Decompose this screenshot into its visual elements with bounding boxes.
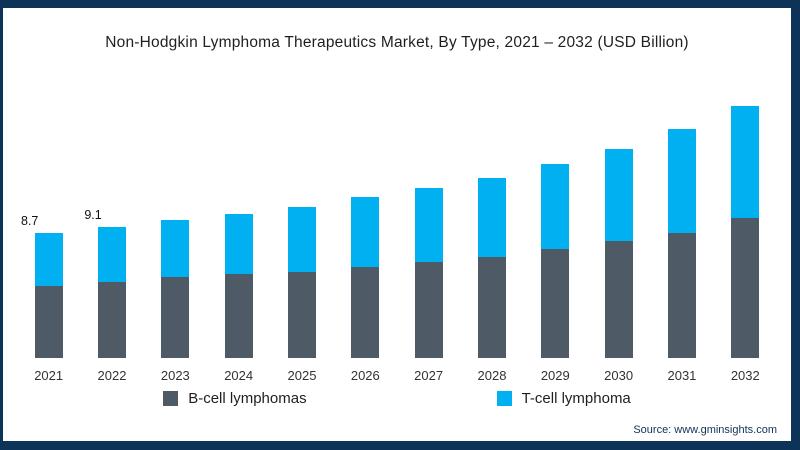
bar-segment-t-cell: [731, 106, 760, 219]
bar-segment-t-cell: [224, 214, 253, 275]
bar-segment-b-cell: [224, 274, 253, 358]
bar-2029: [541, 163, 570, 358]
bars-row: 8.7 9.1: [17, 86, 777, 358]
bar-column-2027: [397, 86, 460, 358]
bar-segment-t-cell: [287, 206, 316, 272]
bar-2032: [731, 106, 760, 358]
bar-segment-b-cell: [604, 241, 633, 358]
bar-2025: [287, 206, 316, 358]
bar-2028: [477, 178, 506, 358]
bar-2030: [604, 149, 633, 358]
x-axis-label-2025: 2025: [287, 368, 317, 383]
bar-2031: [667, 129, 696, 358]
bar-column-2032: [714, 86, 777, 358]
bar-column-2025: [270, 86, 333, 358]
bar-segment-t-cell: [34, 232, 63, 286]
legend-swatch-b-cell: [163, 391, 179, 406]
bar-segment-t-cell: [604, 149, 633, 242]
x-axis-label-2023: 2023: [160, 368, 190, 383]
bar-segment-t-cell: [667, 129, 696, 233]
bar-segment-b-cell: [731, 218, 760, 358]
bar-2027: [414, 188, 443, 358]
bar-segment-b-cell: [161, 277, 190, 358]
bar-segment-b-cell: [34, 286, 63, 358]
bar-segment-b-cell: [477, 257, 506, 358]
legend-label-t-cell: T-cell lymphoma: [521, 390, 631, 407]
bar-segment-b-cell: [541, 248, 570, 358]
legend: B-cell lymphomas T-cell lymphoma: [3, 390, 791, 407]
legend-label-b-cell: B-cell lymphomas: [188, 390, 307, 407]
x-axis-label-2024: 2024: [224, 368, 254, 383]
legend-item-b-cell: B-cell lymphomas: [163, 390, 307, 407]
bar-column-2026: [334, 86, 397, 358]
bar-segment-b-cell: [667, 232, 696, 358]
x-axis-labels: 2021 2022 2023 2024 2025 2026 2027 2028 2029 2030…: [17, 368, 777, 383]
bar-segment-t-cell: [351, 196, 380, 268]
bar-2023: [161, 219, 190, 358]
chart-title: Non-Hodgkin Lymphoma Therapeutics Market…: [105, 34, 689, 51]
bar-segment-t-cell: [97, 226, 126, 282]
x-axis-label-2028: 2028: [477, 368, 507, 383]
bar-segment-b-cell: [97, 281, 126, 358]
bar-segment-t-cell: [414, 188, 443, 262]
bar-segment-t-cell: [161, 219, 190, 278]
x-axis-label-2026: 2026: [350, 368, 380, 383]
bar-column-2021: 8.7: [17, 86, 80, 358]
x-axis-label-2031: 2031: [667, 368, 697, 383]
bar-column-2030: [587, 86, 650, 358]
bar-2024: [224, 214, 253, 358]
chart-area: 8.7 9.1 2021 2022 2023 2024 2025 2026 2027 2028 2…: [17, 86, 777, 383]
bar-segment-b-cell: [351, 267, 380, 358]
bar-2022: [97, 226, 126, 358]
bar-segment-t-cell: [541, 163, 570, 249]
bar-column-2031: [650, 86, 713, 358]
source-credit: Source: www.gminsights.com: [633, 424, 777, 436]
bar-segment-b-cell: [287, 271, 316, 358]
x-axis-label-2022: 2022: [97, 368, 127, 383]
bar-column-2024: [207, 86, 270, 358]
bar-2026: [351, 196, 380, 358]
bar-column-2023: [144, 86, 207, 358]
x-axis-label-2027: 2027: [414, 368, 444, 383]
bar-column-2022: 9.1: [80, 86, 143, 358]
bar-segment-t-cell: [477, 178, 506, 258]
bar-2021: [34, 232, 63, 358]
bar-column-2028: [460, 86, 523, 358]
bar-segment-b-cell: [414, 261, 443, 358]
data-label-2021: 8.7: [21, 213, 39, 228]
x-axis-label-2021: 2021: [34, 368, 64, 383]
data-label-2022: 9.1: [84, 207, 102, 222]
bar-column-2029: [524, 86, 587, 358]
x-axis-label-2030: 2030: [604, 368, 634, 383]
x-axis-label-2029: 2029: [540, 368, 570, 383]
legend-swatch-t-cell: [496, 391, 512, 406]
x-axis-label-2032: 2032: [730, 368, 760, 383]
legend-item-t-cell: T-cell lymphoma: [496, 390, 631, 407]
